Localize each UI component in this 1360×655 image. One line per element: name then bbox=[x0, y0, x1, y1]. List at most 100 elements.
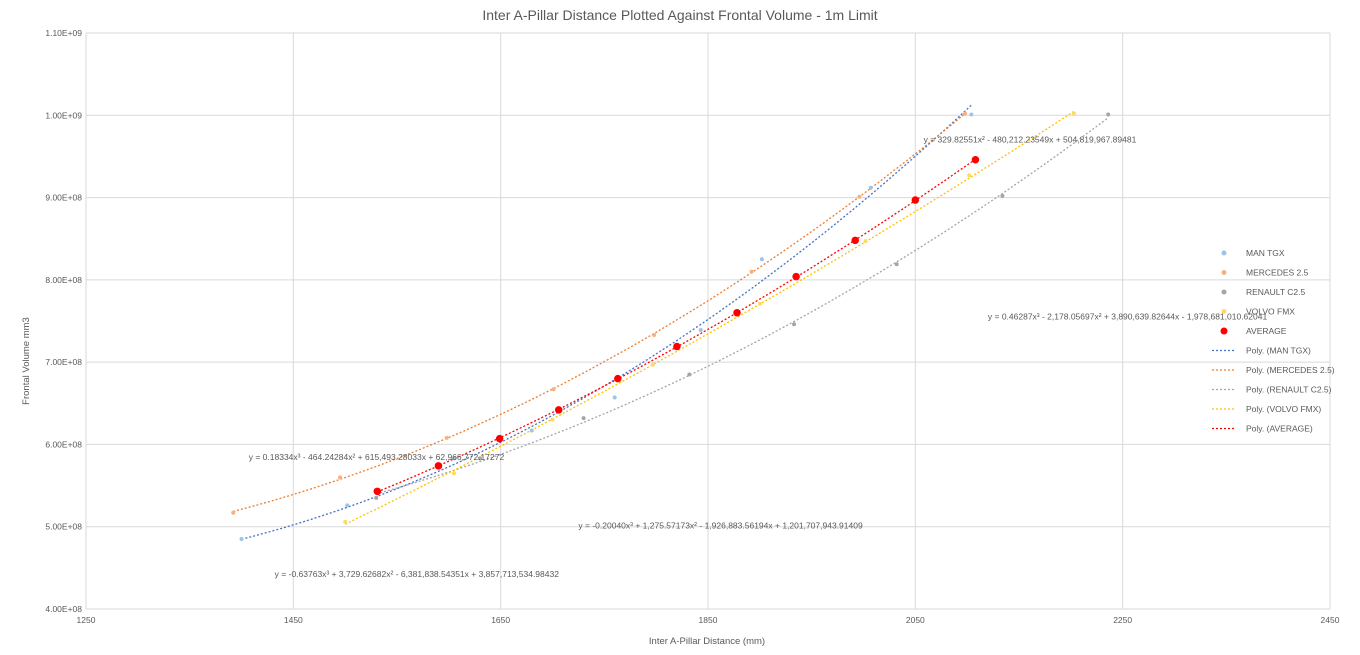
data-point bbox=[444, 435, 449, 440]
data-point bbox=[759, 257, 764, 262]
legend-label: RENAULT C2.5 bbox=[1246, 287, 1305, 297]
legend-label: Poly. (MAN TGX) bbox=[1246, 346, 1311, 356]
legend: MAN TGX MERCEDES 2.5 RENAULT C2.5 VOLVO FMX… bbox=[1212, 248, 1335, 434]
data-point bbox=[868, 185, 873, 190]
data-point bbox=[792, 322, 797, 327]
y-axis-label: Frontal Volume mm3 bbox=[21, 317, 32, 405]
data-point bbox=[1000, 193, 1005, 198]
y-tick-label: 4.00E+08 bbox=[45, 604, 82, 614]
data-point bbox=[581, 416, 586, 421]
trendlines bbox=[233, 104, 1109, 540]
trendline-equation: y = 329.82551x² - 480,212.23549x + 504,8… bbox=[924, 134, 1137, 144]
y-tick-label: 9.00E+08 bbox=[45, 193, 82, 203]
data-point bbox=[1106, 112, 1111, 117]
legend-label: VOLVO FMX bbox=[1246, 307, 1295, 317]
data-point bbox=[452, 456, 457, 461]
trendline-equation: y = 0.18334x³ - 464.24284x² + 615,493.28… bbox=[249, 452, 505, 462]
legend-label: Poly. (AVERAGE) bbox=[1246, 424, 1313, 434]
data-point bbox=[967, 173, 972, 178]
data-point bbox=[373, 487, 382, 496]
x-tick-label: 1650 bbox=[491, 615, 510, 625]
data-point bbox=[374, 495, 379, 500]
legend-marker bbox=[1221, 309, 1227, 314]
data-point bbox=[614, 374, 622, 383]
data-point bbox=[434, 462, 443, 470]
data-point bbox=[698, 328, 703, 333]
x-tick-label: 1250 bbox=[77, 615, 96, 625]
trendline bbox=[241, 104, 972, 540]
data-point bbox=[733, 309, 741, 317]
gridlines bbox=[85, 32, 1331, 610]
data-point bbox=[792, 272, 800, 281]
legend-marker bbox=[1221, 289, 1227, 295]
data-point bbox=[554, 406, 563, 414]
data-point bbox=[969, 112, 974, 117]
legend-marker bbox=[1220, 327, 1228, 335]
x-tick-label: 2250 bbox=[1113, 615, 1132, 625]
trendline-equation: y = 0.46287x³ - 2,178.05697x² + 3,890,63… bbox=[988, 311, 1268, 321]
x-tick-label: 1450 bbox=[284, 615, 303, 625]
y-tick-label: 8.00E+08 bbox=[45, 275, 82, 285]
x-tick-label: 1850 bbox=[699, 615, 718, 625]
data-point bbox=[757, 301, 762, 306]
data-point bbox=[651, 362, 656, 367]
series-volvo-fmx bbox=[343, 111, 1076, 524]
y-tick-label: 1.00E+09 bbox=[45, 110, 82, 120]
series-mercedes-2-5 bbox=[231, 111, 968, 515]
data-point bbox=[550, 417, 555, 422]
data-point bbox=[963, 111, 968, 116]
data-point bbox=[857, 194, 862, 199]
y-tick-label: 6.00E+08 bbox=[45, 439, 82, 449]
data-point bbox=[345, 503, 350, 508]
y-axis-ticks: 4.00E+08 5.00E+08 6.00E+08 7.00E+08 8.00E+08… bbox=[45, 28, 82, 614]
data-point bbox=[231, 510, 236, 515]
data-point bbox=[452, 471, 457, 476]
data-point bbox=[529, 428, 534, 433]
legend-label: Poly. (RENAULT C2.5) bbox=[1246, 385, 1332, 395]
trendline-equation: y = -0.20040x³ + 1,275.57173x² - 1,926,8… bbox=[578, 520, 863, 530]
trendline bbox=[233, 113, 966, 513]
data-point bbox=[749, 269, 754, 274]
x-tick-label: 2450 bbox=[1321, 615, 1340, 625]
data-point bbox=[239, 537, 244, 542]
data-point bbox=[687, 372, 692, 377]
data-points bbox=[231, 111, 1111, 542]
data-point bbox=[551, 387, 556, 392]
legend-marker bbox=[1221, 270, 1227, 275]
legend-label: MERCEDES 2.5 bbox=[1246, 268, 1309, 278]
data-point bbox=[1071, 111, 1076, 116]
data-point bbox=[477, 456, 482, 461]
legend-label: AVERAGE bbox=[1246, 326, 1287, 336]
x-axis-ticks: 1250 1450 1650 1850 2050 2250 2450 bbox=[77, 615, 1340, 625]
trendline bbox=[377, 158, 976, 493]
x-axis-label: Inter A-Pillar Distance (mm) bbox=[649, 636, 765, 647]
x-tick-label: 2050 bbox=[906, 615, 925, 625]
data-point bbox=[343, 519, 348, 524]
legend-label: Poly. (MERCEDES 2.5) bbox=[1246, 365, 1335, 375]
series-man-tgx bbox=[239, 112, 974, 542]
trendline bbox=[376, 117, 1109, 495]
data-point bbox=[337, 475, 342, 480]
data-point bbox=[911, 196, 920, 204]
data-point bbox=[612, 395, 617, 400]
data-point bbox=[495, 434, 504, 443]
data-point bbox=[863, 239, 868, 244]
y-tick-label: 7.00E+08 bbox=[45, 357, 82, 367]
y-tick-label: 5.00E+08 bbox=[45, 522, 82, 532]
legend-label: Poly. (VOLVO FMX) bbox=[1246, 404, 1321, 414]
trendline-equations: y = 329.82551x² - 480,212.23549x + 504,8… bbox=[249, 134, 1268, 578]
data-point bbox=[971, 155, 980, 164]
trendline-equation: y = -0.63763x³ + 3,729.62682x² - 6,381,8… bbox=[275, 569, 560, 579]
data-point bbox=[652, 332, 657, 337]
legend-marker bbox=[1221, 250, 1227, 256]
series-average bbox=[373, 155, 980, 496]
legend-label: MAN TGX bbox=[1246, 248, 1285, 258]
chart-title: Inter A-Pillar Distance Plotted Against … bbox=[482, 7, 877, 23]
series-renault-c2-5 bbox=[374, 112, 1111, 500]
y-tick-label: 1.10E+09 bbox=[45, 28, 82, 38]
data-point bbox=[673, 342, 681, 351]
data-point bbox=[894, 262, 899, 267]
data-point bbox=[851, 236, 859, 245]
